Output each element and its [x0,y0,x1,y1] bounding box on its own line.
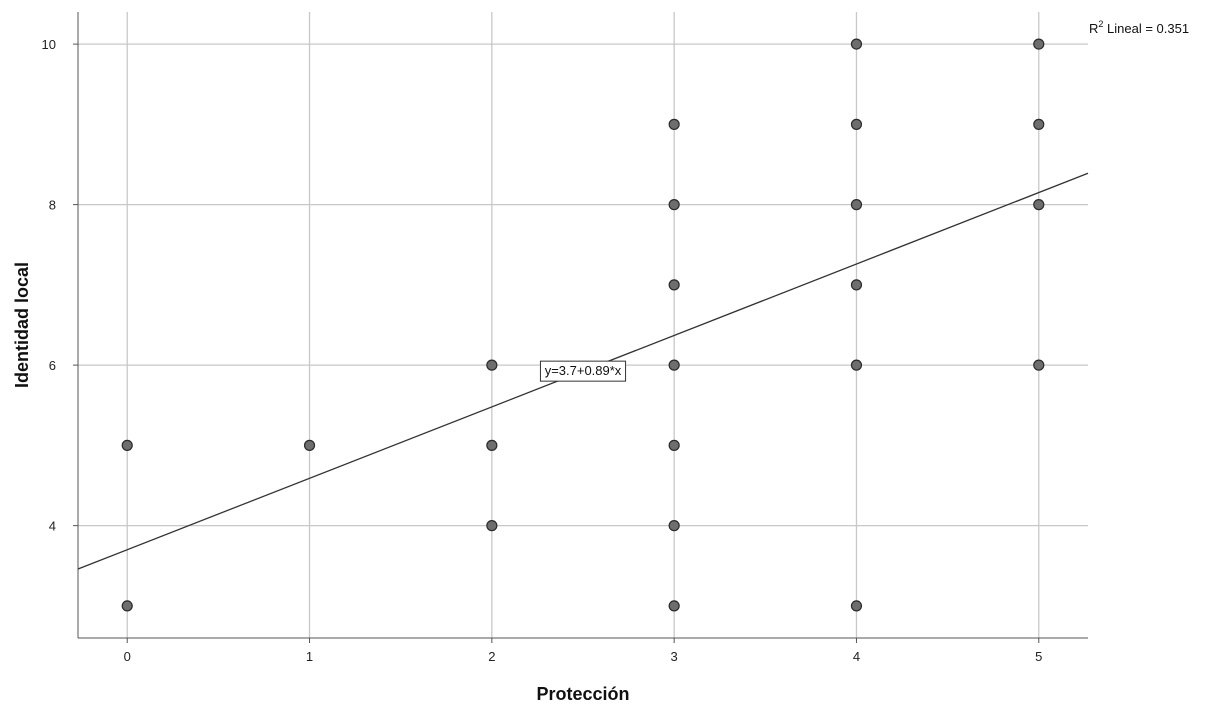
x-tick-label: 4 [853,649,860,664]
r-squared-value: Lineal = 0.351 [1103,21,1189,36]
scatter-point [121,439,133,451]
y-tick-label: 8 [49,198,56,213]
scatter-point [1033,199,1045,211]
scatter-point [850,279,863,291]
scatter-point [668,439,680,451]
r-squared-sup: 2 [1098,19,1103,29]
r-squared-label: R2 Lineal = 0.351 [1089,19,1189,36]
scatter-point [1033,38,1045,50]
x-tick-label: 5 [1035,649,1042,664]
scatter-point [668,279,680,291]
y-tick-label: 10 [42,37,56,52]
scatter-point [486,359,498,371]
data-points [121,38,1045,612]
x-tick-label: 3 [671,649,678,664]
scatter-point [850,199,863,211]
scatter-point [668,199,680,211]
equation-label-box: y=3.7+0.89*x [539,360,627,382]
grid-lines [78,12,1088,638]
scatter-point [1033,118,1045,130]
y-axis-title: Identidad local [12,262,32,388]
scatter-point [303,439,316,451]
scatter-point [850,600,863,612]
x-tick-label: 2 [488,649,495,664]
scatter-point [850,118,863,130]
scatter-point [486,439,498,451]
axes [77,12,1088,639]
scatter-point [121,600,133,612]
scatter-point [850,38,863,50]
x-tick-label: 0 [124,649,131,664]
scatter-point [486,520,498,532]
scatter-point [1033,359,1045,371]
tick-labels: 0 1 2 3 4 5 4 6 8 10 [42,37,1043,664]
scatter-point [850,359,863,371]
x-tick-label: 1 [306,649,313,664]
scatter-point [668,520,680,532]
y-tick-label: 6 [49,358,56,373]
scatter-point [668,600,680,612]
equation-box [539,360,627,382]
equation-text: y=3.7+0.89*x [545,363,622,378]
x-axis-title: Protección [536,684,629,704]
scatter-point [668,118,680,130]
y-tick-label: 4 [49,519,56,534]
r-squared-prefix: R [1089,21,1098,36]
scatter-point [668,359,680,371]
